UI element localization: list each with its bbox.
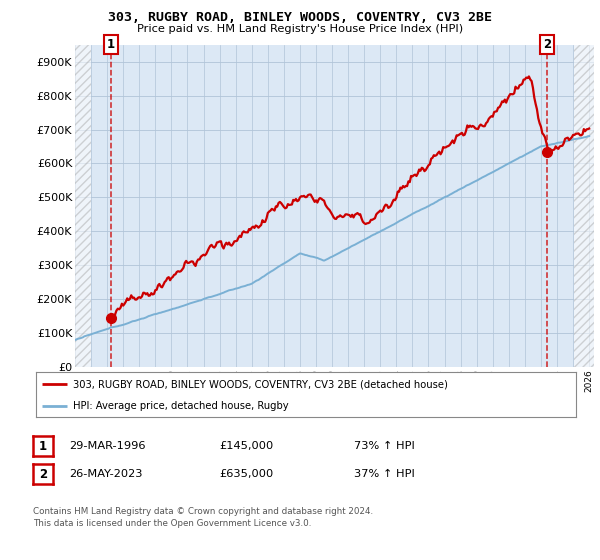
Bar (75, 45, 91, 367)
Text: 2: 2 (544, 38, 551, 52)
Text: 29-MAR-1996: 29-MAR-1996 (69, 441, 146, 451)
Bar (574, 45, 594, 367)
Text: £145,000: £145,000 (219, 441, 273, 451)
Text: 1: 1 (39, 440, 47, 453)
Text: 303, RUGBY ROAD, BINLEY WOODS, COVENTRY, CV3 2BE: 303, RUGBY ROAD, BINLEY WOODS, COVENTRY,… (108, 11, 492, 24)
Text: 1: 1 (107, 378, 115, 391)
Bar (574, 45, 594, 367)
Text: 303, RUGBY ROAD, BINLEY WOODS, COVENTRY, CV3 2BE (detached house): 303, RUGBY ROAD, BINLEY WOODS, COVENTRY,… (73, 379, 448, 389)
Bar (75, 45, 91, 367)
Text: 73% ↑ HPI: 73% ↑ HPI (354, 441, 415, 451)
Text: Contains HM Land Registry data © Crown copyright and database right 2024.
This d: Contains HM Land Registry data © Crown c… (33, 507, 373, 528)
Text: £635,000: £635,000 (219, 469, 273, 479)
Text: 37% ↑ HPI: 37% ↑ HPI (354, 469, 415, 479)
Text: 26-MAY-2023: 26-MAY-2023 (69, 469, 143, 479)
Text: Price paid vs. HM Land Registry's House Price Index (HPI): Price paid vs. HM Land Registry's House … (137, 24, 463, 34)
Text: 2: 2 (39, 468, 47, 481)
Text: 2: 2 (544, 378, 551, 391)
Text: HPI: Average price, detached house, Rugby: HPI: Average price, detached house, Rugb… (73, 402, 289, 412)
Text: 1: 1 (107, 38, 115, 52)
